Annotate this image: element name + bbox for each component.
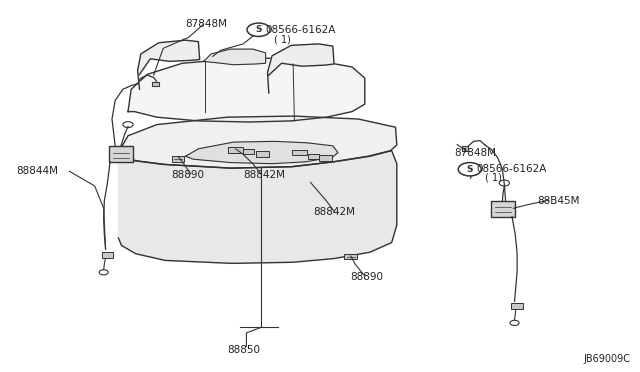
Polygon shape <box>186 141 338 164</box>
Text: 88844M: 88844M <box>16 166 58 176</box>
Polygon shape <box>118 116 397 168</box>
Text: ( 1): ( 1) <box>485 173 502 183</box>
Polygon shape <box>204 49 266 65</box>
Bar <box>511 303 523 309</box>
FancyBboxPatch shape <box>109 146 133 162</box>
Bar <box>344 254 357 260</box>
Bar <box>292 150 307 155</box>
Text: 88890: 88890 <box>172 170 205 180</box>
Text: 88842M: 88842M <box>243 170 285 180</box>
Text: 87848M: 87848M <box>454 148 497 157</box>
Polygon shape <box>118 151 397 263</box>
Circle shape <box>247 23 270 36</box>
Bar <box>308 154 319 159</box>
Text: 08566-6162A: 08566-6162A <box>266 25 336 35</box>
Polygon shape <box>268 44 334 93</box>
Text: JB69009C: JB69009C <box>584 354 630 364</box>
Bar <box>172 156 184 162</box>
Circle shape <box>458 163 481 176</box>
Text: 88842M: 88842M <box>314 207 356 217</box>
FancyBboxPatch shape <box>491 201 515 217</box>
Text: 88890: 88890 <box>351 272 384 282</box>
Text: 08566-6162A: 08566-6162A <box>477 164 547 174</box>
Polygon shape <box>138 40 200 89</box>
Polygon shape <box>462 146 468 151</box>
Bar <box>319 155 332 161</box>
Polygon shape <box>152 82 159 86</box>
Polygon shape <box>128 58 365 122</box>
Text: 88B45M: 88B45M <box>538 196 580 206</box>
Bar <box>243 149 254 154</box>
Text: S: S <box>467 165 473 174</box>
Bar <box>102 252 113 258</box>
Bar <box>228 147 243 153</box>
Bar <box>256 151 269 157</box>
Text: 88850: 88850 <box>227 345 260 355</box>
Text: 87848M: 87848M <box>186 19 228 29</box>
Text: ( 1): ( 1) <box>274 34 291 44</box>
Polygon shape <box>118 153 397 205</box>
Text: S: S <box>255 25 262 34</box>
